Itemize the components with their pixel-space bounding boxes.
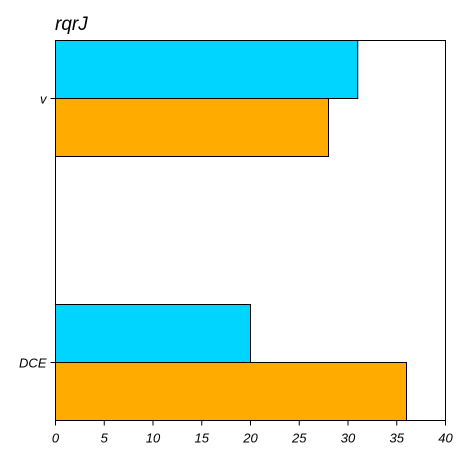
bar-dce-series-1	[55, 304, 251, 363]
y-tick-label-v: v	[40, 92, 48, 107]
x-tick-label-40: 40	[438, 431, 453, 446]
bars-group	[55, 40, 407, 421]
chart-title: rqrJ	[55, 14, 88, 35]
x-axis: 0 5 10 15 20 25 30 35 40	[52, 420, 453, 446]
bar-v-series-1	[55, 40, 359, 99]
x-tick-label-5: 5	[101, 431, 109, 446]
bar-v-series-2	[55, 98, 329, 157]
x-tick-label-35: 35	[390, 431, 405, 446]
x-tick-label-15: 15	[195, 431, 210, 446]
x-tick-label-20: 20	[242, 431, 258, 446]
x-tick-label-10: 10	[146, 431, 161, 446]
x-tick-label-30: 30	[341, 431, 356, 446]
bar-dce-series-2	[55, 362, 407, 421]
y-axis: v DCE	[19, 92, 56, 371]
y-tick-label-dce: DCE	[19, 356, 47, 371]
x-tick-label-0: 0	[52, 431, 60, 446]
x-tick-label-25: 25	[291, 431, 307, 446]
